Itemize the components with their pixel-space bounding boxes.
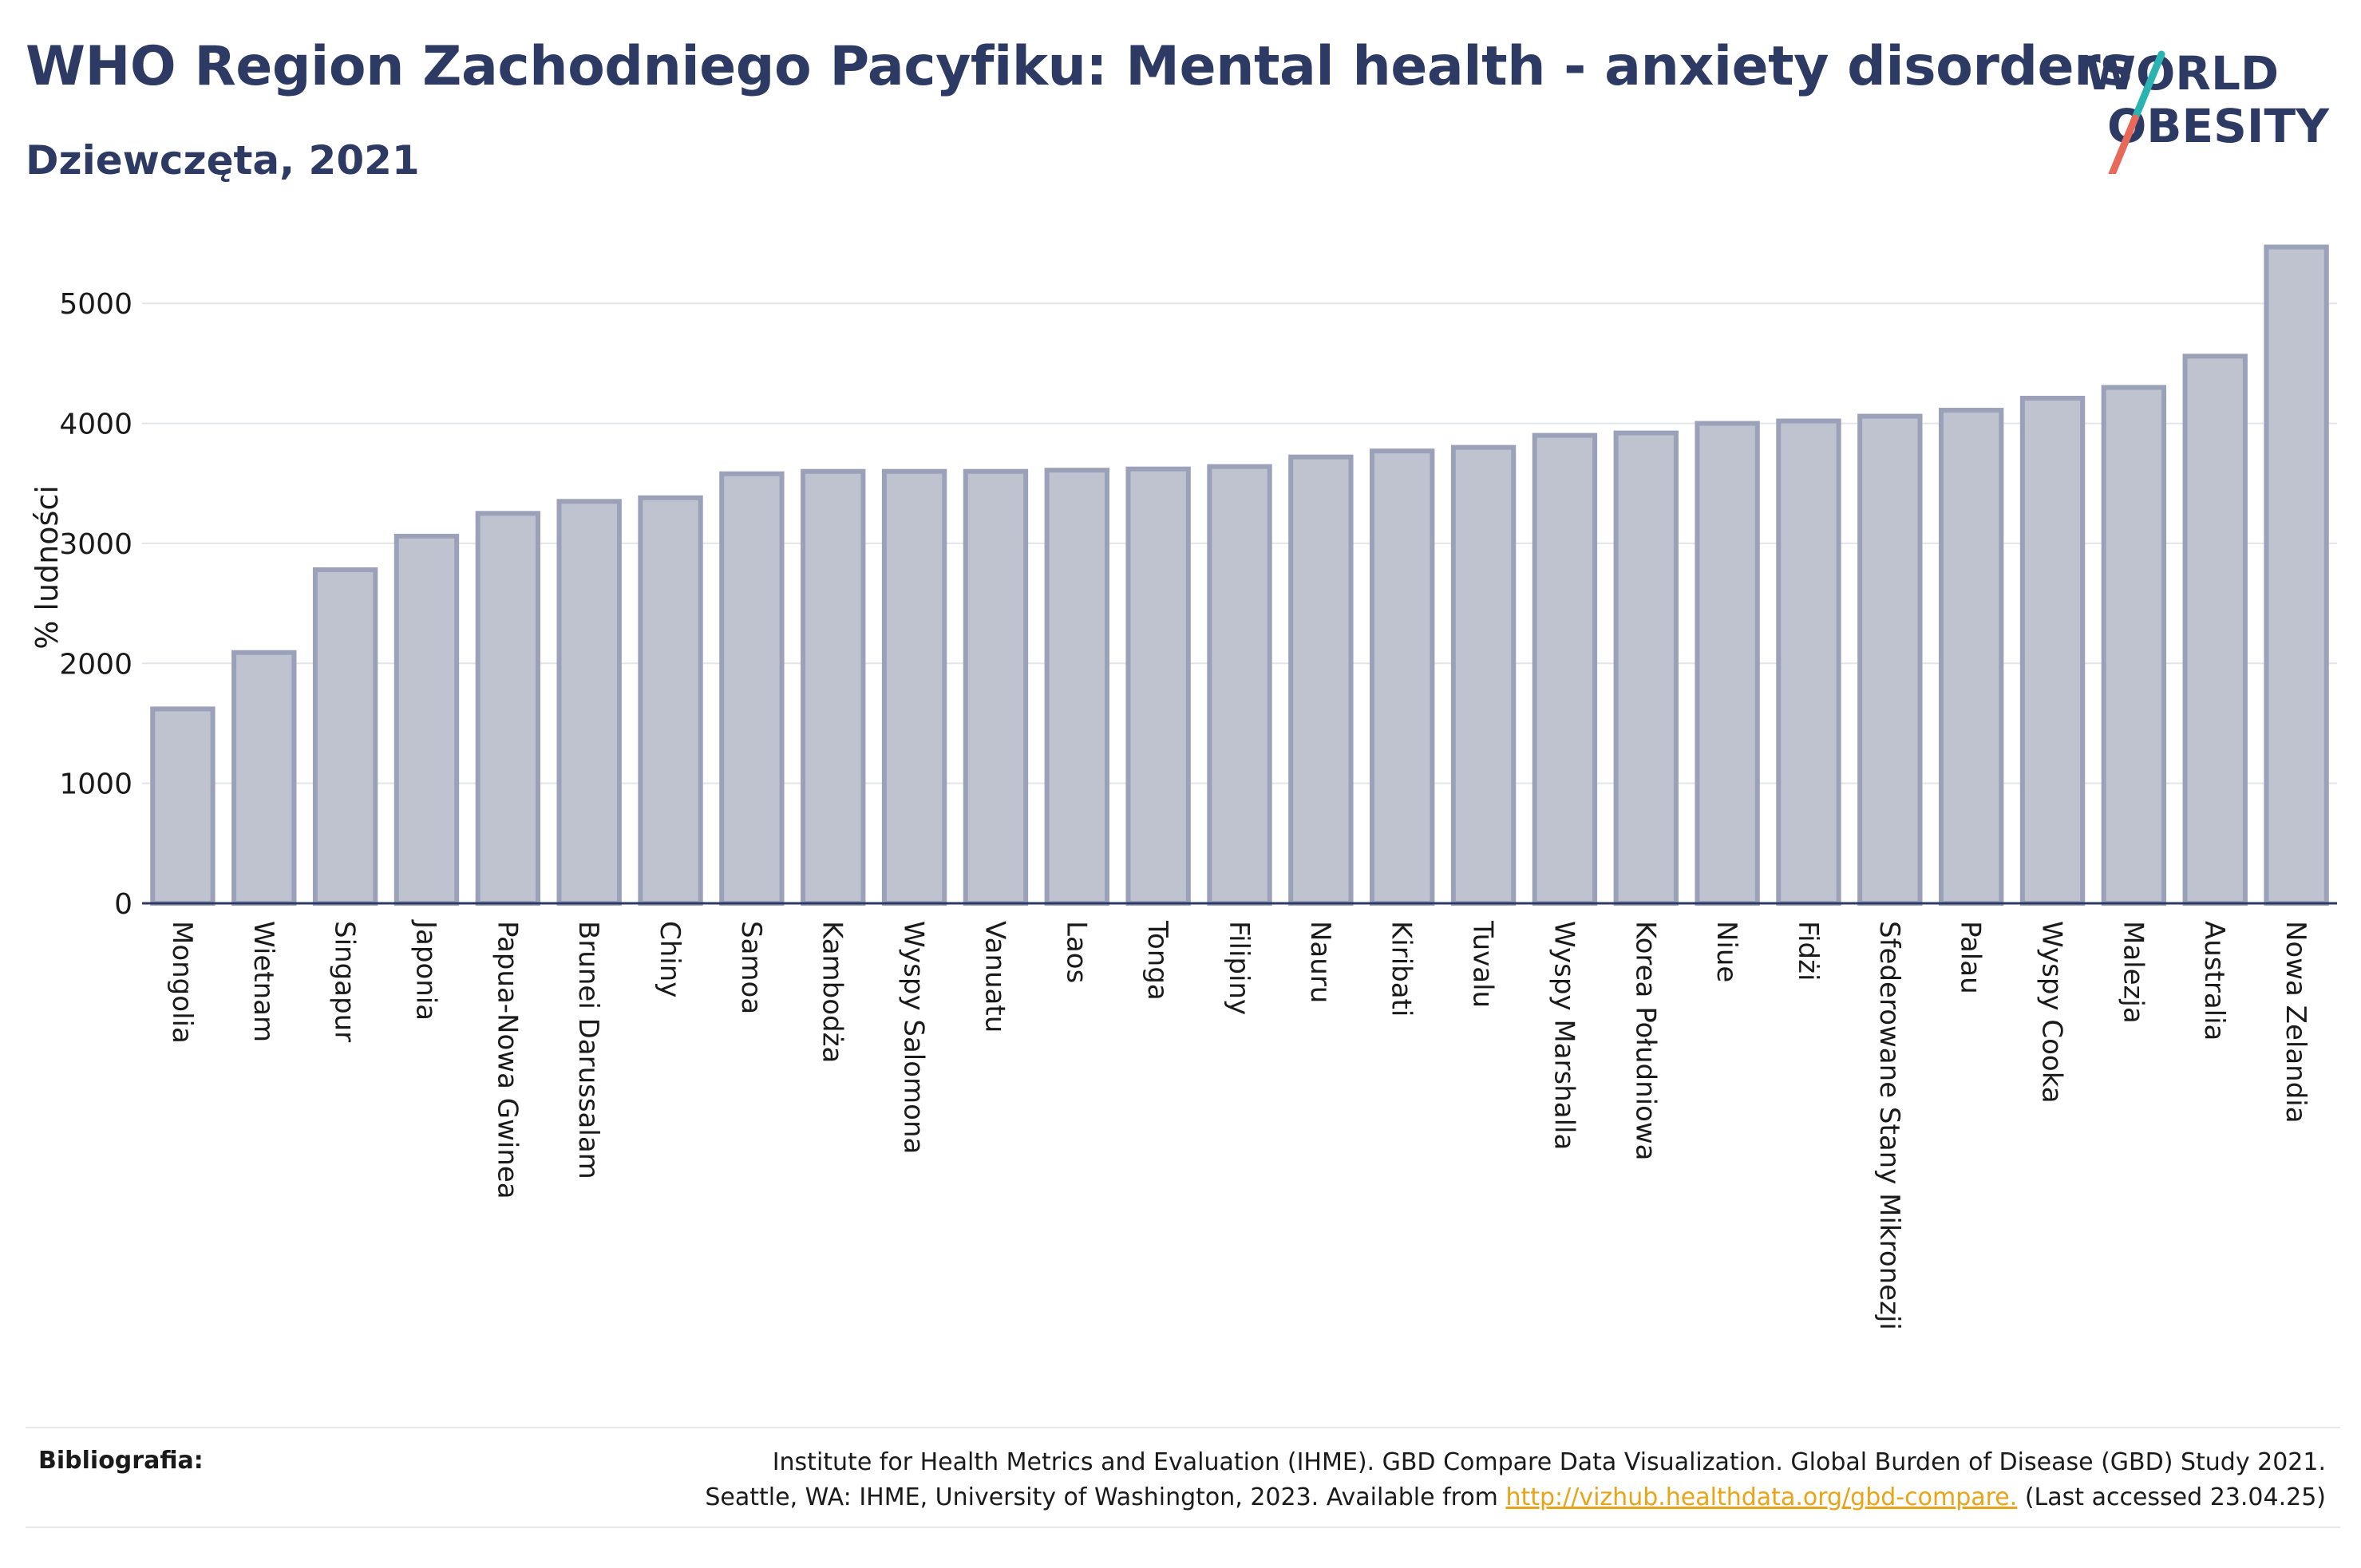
bar <box>556 499 622 906</box>
bar <box>2019 395 2086 906</box>
x-tick-label: Sfederowane Stany Mikronezji <box>1873 921 1905 1330</box>
bar <box>475 511 541 906</box>
bar <box>2182 353 2248 906</box>
x-tick-label: Chiny <box>654 921 686 997</box>
bar <box>1857 413 1923 906</box>
logo-word-world: WORLD <box>2085 46 2279 101</box>
x-tick-label: Tuvalu <box>1467 920 1499 1008</box>
y-tick-label: 4000 <box>59 409 132 441</box>
bar <box>638 495 703 906</box>
x-tick-label: Japonia <box>409 919 441 1021</box>
bar <box>1288 454 1354 906</box>
y-tick-label: 3000 <box>59 528 132 561</box>
source-link[interactable]: http://vizhub.healthdata.org/gbd-compare… <box>1505 1483 2018 1511</box>
bibliography-line-2: Seattle, WA: IHME, University of Washing… <box>490 1480 2326 1515</box>
bar <box>881 468 947 906</box>
bar <box>1044 468 1109 906</box>
x-tick-label: Laos <box>1060 921 1092 983</box>
bibliography-label: Bibliografia: <box>38 1447 204 1475</box>
y-tick-label: 1000 <box>59 768 132 801</box>
bibliography-line-2-start: Seattle, WA: IHME, University of Washing… <box>705 1483 1506 1511</box>
bar <box>1776 418 1841 906</box>
bar <box>1532 432 1598 906</box>
bibliography-line-2-end: (Last accessed 23.04.25) <box>2017 1483 2326 1511</box>
x-tick-label: Malezja <box>2117 921 2149 1024</box>
x-tick-label: Papua-Nowa Gwinea <box>491 921 523 1199</box>
logo-slash-top <box>2131 50 2165 122</box>
x-tick-label: Mongolia <box>166 921 198 1044</box>
x-tick-label: Singapur <box>329 921 361 1042</box>
bar <box>1938 408 2004 906</box>
bar <box>1695 421 1760 906</box>
bar <box>1370 448 1435 906</box>
bar <box>312 567 378 906</box>
bibliography-text: Institute for Health Metrics and Evaluat… <box>490 1445 2326 1515</box>
x-tick-label: Wyspy Marshalla <box>1548 921 1580 1150</box>
x-tick-label: Tonga <box>1141 920 1173 1001</box>
bar <box>231 650 297 906</box>
x-tick-label: Kambodża <box>817 921 848 1063</box>
bar <box>2264 244 2329 906</box>
bar <box>801 468 866 906</box>
bar <box>1450 444 1517 906</box>
y-tick-label: 5000 <box>59 288 132 321</box>
world-obesity-logo: WORLD OBESITY <box>2085 46 2330 174</box>
footer-divider-bottom <box>26 1527 2340 1528</box>
y-tick-label: 2000 <box>59 648 132 681</box>
bar <box>1613 430 1679 906</box>
bar <box>719 471 785 906</box>
logo-slash-bottom <box>2108 114 2139 174</box>
footer-divider-top <box>26 1427 2340 1428</box>
x-tick-label: Wyspy Cooka <box>2036 921 2068 1104</box>
bar <box>2101 385 2167 906</box>
bar <box>1125 466 1191 906</box>
x-tick-label: Filipiny <box>1223 921 1255 1015</box>
chart-title: WHO Region Zachodniego Pacyfiku: Mental … <box>26 35 2133 98</box>
bibliography-line-1: Institute for Health Metrics and Evaluat… <box>772 1448 2326 1476</box>
x-tick-label: Australia <box>2198 921 2230 1041</box>
x-tick-label: Samoa <box>735 921 767 1014</box>
x-tick-label: Kiribati <box>1386 921 1418 1017</box>
x-tick-label: Niue <box>1710 921 1742 982</box>
bar <box>394 533 460 906</box>
y-tick-label: 0 <box>114 888 132 921</box>
x-tick-label: Wietnam <box>247 921 279 1042</box>
bar <box>963 468 1029 906</box>
x-tick-label: Palau <box>1955 921 1987 994</box>
y-axis-label: % ludności <box>30 485 65 650</box>
bar <box>1207 464 1272 906</box>
x-tick-label: Nauru <box>1304 921 1336 1003</box>
chart-subtitle: Dziewczęta, 2021 <box>26 137 420 184</box>
bar-chart: 0 1000 2000 3000 4000 5000 % ludności Mongolia W… <box>30 244 2337 1330</box>
x-tick-label: Vanuatu <box>979 921 1010 1033</box>
x-tick-label: Nowa Zelandia <box>2280 921 2312 1124</box>
logo-word-obesity: OBESITY <box>2107 99 2330 153</box>
x-tick-label: Brunei Darussalam <box>572 921 604 1179</box>
x-tick-label: Wyspy Salomona <box>898 921 930 1154</box>
bar <box>150 706 216 906</box>
x-tick-label: Fidżi <box>1792 921 1824 981</box>
x-tick-label: Korea Południowa <box>1629 921 1661 1161</box>
